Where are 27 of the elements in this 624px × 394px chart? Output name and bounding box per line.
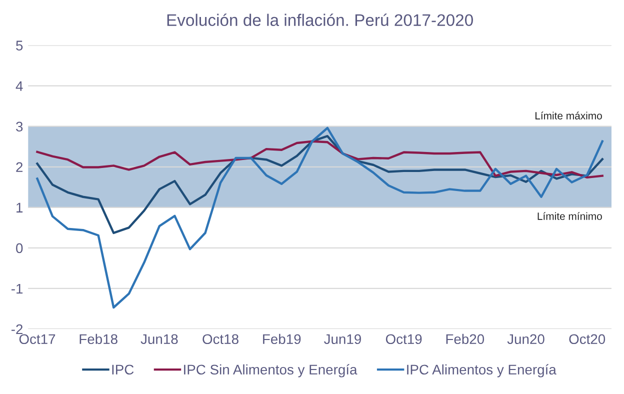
y-tick-label: 5 [16, 40, 23, 50]
x-tick-label: Oct19 [386, 334, 422, 344]
legend-label: IPC [112, 364, 134, 375]
y-tick-label: 1 [16, 202, 23, 212]
y-tick-label: 3 [16, 122, 23, 132]
x-tick-label: Jun20 [507, 334, 544, 344]
line-series [36, 126, 604, 309]
x-tick-label: Jun18 [140, 334, 178, 344]
x-tick-label: Feb19 [263, 334, 301, 344]
chart-title: Evolución de la inflación. Perú 2017-2020 [167, 14, 473, 26]
line-series [36, 140, 604, 179]
annotation: Límite mínimo [538, 212, 602, 220]
line-series [36, 134, 604, 234]
y-tick-label: 2 [16, 162, 23, 172]
x-tick-label: Jun19 [324, 334, 361, 344]
legend-label: IPC Sin Alimentos y Energía [184, 364, 358, 378]
y-tick-label: -2 [11, 324, 23, 334]
y-tick-label: -1 [11, 284, 23, 294]
x-tick-label: Oct17 [19, 334, 56, 344]
x-tick-label: Oct20 [569, 334, 606, 344]
x-tick-label: Feb18 [80, 334, 118, 344]
y-tick-label: 4 [16, 81, 23, 91]
x-tick-label: Feb20 [446, 334, 484, 344]
legend-label: IPC Alimentos y Energía [407, 364, 556, 378]
annotation: Límite máximo [535, 112, 602, 120]
y-tick-label: 0 [16, 243, 23, 254]
x-tick-label: Oct18 [202, 334, 238, 344]
